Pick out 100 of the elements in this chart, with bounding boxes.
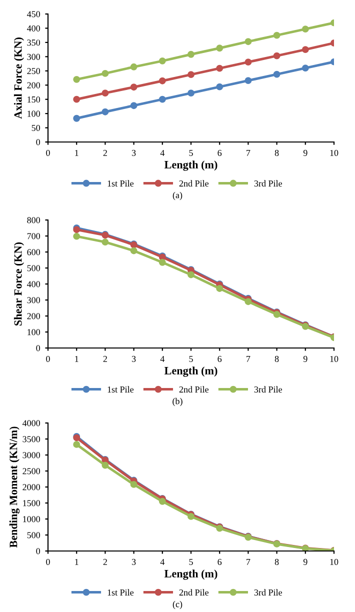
legend-label: 1st Pile (108, 386, 134, 393)
point (130, 63, 138, 70)
point (158, 96, 166, 103)
y-tick-label: 3000 (22, 452, 40, 458)
point (216, 83, 224, 90)
x-tick-label: 8 (274, 356, 279, 362)
y-tick-label: 450 (26, 11, 40, 18)
x-tick-label: 5 (189, 150, 193, 156)
x-tick-label: 0 (46, 150, 50, 156)
x-tick-label: 10 (330, 150, 338, 156)
y-tick-label: 2000 (22, 484, 40, 490)
point (273, 32, 280, 39)
legend-label: 1st Pile (108, 589, 134, 596)
point (102, 108, 109, 116)
y-tick-label: 700 (27, 233, 40, 240)
x-tick-label: 9 (303, 356, 308, 362)
text: (a) (172, 192, 182, 200)
point (244, 38, 252, 46)
text: (b) (172, 398, 182, 406)
point (244, 77, 252, 84)
x-axis-title: Length (m) (164, 570, 218, 580)
y-tick-label: 4000 (22, 420, 40, 426)
x-tick-label: 3 (132, 558, 136, 565)
point (302, 26, 309, 33)
y-tick-label: 0 (36, 139, 40, 146)
x-tick-label: 10 (330, 356, 338, 362)
point (73, 114, 80, 122)
point (302, 64, 309, 72)
y-tick-label: 500 (27, 265, 40, 272)
x-tick-label: 7 (246, 150, 250, 156)
legend-label: 3rd Pile (254, 589, 282, 596)
point (302, 46, 309, 54)
y-tick-label: 3500 (22, 436, 40, 442)
y-tick-label: 100 (28, 110, 40, 117)
point (188, 50, 194, 58)
y-tick-label: 800 (27, 217, 40, 224)
point (244, 58, 252, 66)
y-tick-label: 200 (27, 313, 40, 320)
y-tick-label: 600 (27, 249, 40, 256)
legend-label: 2nd Pile (179, 589, 209, 596)
x-tick-label: 5 (189, 558, 193, 565)
y-tick-label: 400 (26, 25, 40, 32)
y-tick-label: 250 (27, 68, 40, 74)
y-tick-label: 1500 (23, 500, 40, 506)
legend-label: 3rd Pile (254, 180, 282, 187)
x-tick-label: 6 (218, 356, 222, 362)
y-axis-title: Shear Force (KN) (14, 242, 24, 326)
point (216, 44, 224, 52)
y-tick-label: 300 (27, 54, 40, 60)
y-tick-label: 350 (27, 40, 40, 46)
text: (c) (172, 600, 182, 610)
point (73, 440, 80, 448)
y-axis-title: Bending Moment (KN/m) (9, 426, 20, 548)
x-tick-label: 0 (46, 558, 50, 565)
point (158, 77, 166, 84)
x-tick-label: 1 (75, 150, 78, 156)
y-tick-label: 200 (27, 82, 40, 88)
y-tick-label: 500 (27, 532, 40, 538)
point (102, 70, 109, 77)
x-tick-label: 10 (330, 558, 338, 565)
point (158, 258, 166, 266)
point (102, 90, 109, 97)
x-tick-label: 2 (103, 356, 107, 362)
point (73, 96, 80, 103)
point (188, 71, 194, 78)
point (216, 64, 224, 72)
point (73, 232, 80, 240)
x-tick-label: 0 (46, 356, 50, 362)
y-tick-label: 2500 (22, 468, 40, 474)
point (130, 102, 138, 110)
x-tick-label: 1 (75, 558, 78, 565)
x-tick-label: 5 (189, 356, 193, 362)
legend-label: 2nd Pile (179, 386, 209, 393)
x-tick-label: 9 (303, 558, 308, 565)
point (216, 285, 224, 292)
point (130, 480, 138, 488)
y-tick-label: 0 (36, 548, 40, 554)
x-tick-label: 7 (246, 356, 250, 362)
x-tick-label: 8 (274, 150, 279, 156)
x-tick-label: 4 (160, 356, 165, 362)
legend-label: 2nd Pile (179, 180, 209, 187)
y-axis-title: Axial Force (KN) (14, 38, 24, 119)
x-tick-label: 4 (160, 150, 165, 156)
point (273, 52, 280, 60)
y-tick-label: 1000 (23, 516, 40, 522)
y-tick-label: 0 (36, 345, 40, 352)
x-tick-label: 6 (218, 150, 222, 156)
y-tick-label: 50 (32, 124, 40, 131)
y-tick-label: 400 (26, 281, 40, 288)
x-tick-label: 7 (246, 558, 250, 565)
x-tick-label: 3 (132, 150, 136, 156)
point (244, 298, 252, 306)
x-axis-title: Length (m) (164, 366, 218, 377)
x-tick-label: 3 (132, 356, 136, 362)
y-tick-label: 150 (28, 96, 40, 103)
point (273, 70, 280, 78)
point (130, 247, 138, 254)
legend-label: 1st Pile (108, 180, 134, 187)
x-tick-label: 1 (75, 356, 78, 362)
x-axis-title: Length (m) (164, 160, 218, 171)
